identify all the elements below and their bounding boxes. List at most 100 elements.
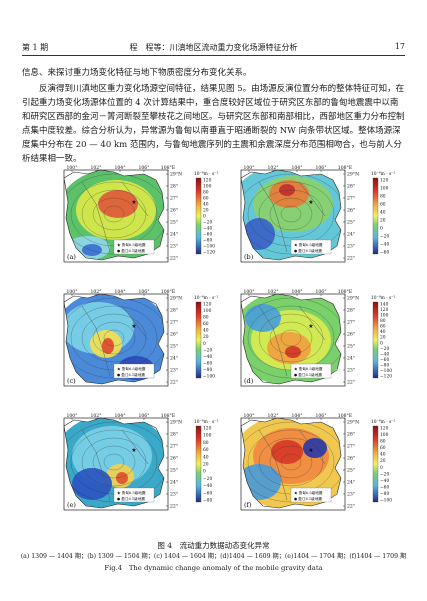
region-boundary <box>240 417 342 509</box>
scale-label: −100 <box>203 375 215 380</box>
map-svg: ★ 100° 102° 104° 106° 108°E29°N 28° 27° 26° 25° 24… <box>240 413 396 511</box>
x-tick-label: 104° <box>291 165 302 171</box>
fault-line <box>121 181 149 217</box>
scale-label: −20 <box>380 347 389 352</box>
unit-label: 10⁻⁸m · s⁻² <box>194 171 219 177</box>
epicenter-marker: ★ <box>131 323 136 330</box>
x-tick-label: 104° <box>114 165 125 171</box>
legend-item: ● 盈江6.1级地震 <box>294 372 322 377</box>
scale-label: −60 <box>380 485 389 490</box>
color-scale-bar <box>372 301 379 379</box>
scale-label: 60 <box>203 197 209 202</box>
scale-label: 80 <box>203 191 209 196</box>
y-tick-label: 29°N <box>347 420 359 426</box>
scale-label: −20 <box>380 235 389 240</box>
y-tick-label: 28° <box>170 184 178 190</box>
contour-line <box>258 437 324 487</box>
scale-label: −100 <box>203 245 215 250</box>
color-scale-bar <box>372 425 379 503</box>
scale-label: 20 <box>380 336 386 341</box>
contour-line <box>81 189 147 239</box>
y-tick-label: 23° <box>170 244 178 250</box>
fault-line <box>258 181 288 253</box>
scale-label: 120 <box>380 427 389 432</box>
y-tick-label: 29°N <box>170 296 182 302</box>
scale-label: −80 <box>203 499 212 504</box>
y-tick-label: 29°N <box>170 420 182 426</box>
contour-line <box>81 437 147 487</box>
unit-label: 10⁻⁸m · s⁻² <box>371 171 396 177</box>
contour-line <box>92 321 136 355</box>
scale-label: 0 <box>203 215 206 220</box>
fault-line <box>121 429 149 465</box>
scale-label: −60 <box>380 251 389 256</box>
fault-line <box>121 305 149 341</box>
x-tick-label: 106° <box>138 413 149 419</box>
running-title: 程 程等：川滇地区流动重力变化场源特征分析 <box>129 43 298 52</box>
y-tick-label: 24° <box>170 356 178 362</box>
epicenter-marker: ★ <box>131 447 136 454</box>
y-tick-label: 25° <box>170 468 178 474</box>
page-number: 17 <box>394 42 405 51</box>
x-tick-label: 100° <box>66 413 77 419</box>
y-tick-label: 25° <box>170 344 178 350</box>
contour-line <box>258 189 324 239</box>
legend-box <box>113 239 155 255</box>
x-tick-label: 104° <box>291 289 302 295</box>
header-rule <box>22 55 405 56</box>
legend-box <box>290 363 332 379</box>
body-paragraph-1: 信息、来探讨重力场变化特征与地下物质密度分布变化关系。 <box>22 68 252 78</box>
scale-label: 0 <box>203 342 206 347</box>
unit-label: 10⁻⁸m · s⁻² <box>194 295 219 301</box>
y-tick-label: 22° <box>347 380 355 386</box>
issue-number: 第 1 期 <box>22 43 49 52</box>
y-tick-label: 23° <box>347 244 355 250</box>
scale-label: −40 <box>380 243 389 248</box>
scale-label: −80 <box>203 239 212 244</box>
legend-item: ★ 鲁甸6.5级地震 <box>117 366 146 371</box>
x-tick-label: 108°E <box>161 289 175 295</box>
scale-label: −60 <box>203 491 212 496</box>
color-scale-bar <box>195 301 202 379</box>
scale-label: 100 <box>380 314 389 319</box>
x-tick-label: 108°E <box>161 413 175 419</box>
contour-line <box>280 205 302 223</box>
scale-label: 0 <box>380 341 383 346</box>
legend-box <box>113 487 155 503</box>
x-tick-label: 108°E <box>338 413 352 419</box>
scale-label: 40 <box>203 455 209 460</box>
scale-label: −20 <box>380 472 389 477</box>
y-tick-label: 25° <box>347 468 355 474</box>
x-tick-label: 108°E <box>338 165 352 171</box>
scale-label: −40 <box>203 484 212 489</box>
fault-line <box>258 305 288 377</box>
legend-item: ● 盈江6.1级地震 <box>117 248 145 253</box>
y-tick-label: 22° <box>170 256 178 262</box>
region-boundary <box>63 169 165 261</box>
x-tick-label: 100° <box>66 165 77 171</box>
color-scale-bar <box>372 177 379 255</box>
region-boundary <box>240 293 342 385</box>
legend-box <box>290 487 332 503</box>
scale-label: 40 <box>380 453 386 458</box>
anomaly-field <box>241 418 341 508</box>
panel-label: (e) <box>67 501 76 509</box>
x-tick-label: 108°E <box>161 165 175 171</box>
scale-label: 100 <box>380 187 389 192</box>
epicenter-marker: ★ <box>308 447 313 454</box>
anomaly-blob <box>245 304 281 332</box>
legend-item: ★ 鲁甸6.5级地震 <box>117 242 146 247</box>
scale-label: 100 <box>203 434 212 439</box>
scale-label: 40 <box>203 329 209 334</box>
y-tick-label: 29°N <box>347 172 359 178</box>
scale-label: 40 <box>203 203 209 208</box>
x-tick-label: 104° <box>114 413 125 419</box>
legend-item: ● 盈江6.1级地震 <box>117 496 145 501</box>
fault-line <box>81 181 111 253</box>
map-panel-f: ★ 100° 102° 104° 106° 108°E 29°N 28° 27° 26° 25° 24… <box>229 412 409 518</box>
y-tick-label: 29°N <box>347 296 359 302</box>
scale-label: −80 <box>380 363 389 368</box>
contour-line <box>92 197 136 231</box>
panel-label: (c) <box>67 377 76 385</box>
scale-label: −20 <box>203 221 212 226</box>
